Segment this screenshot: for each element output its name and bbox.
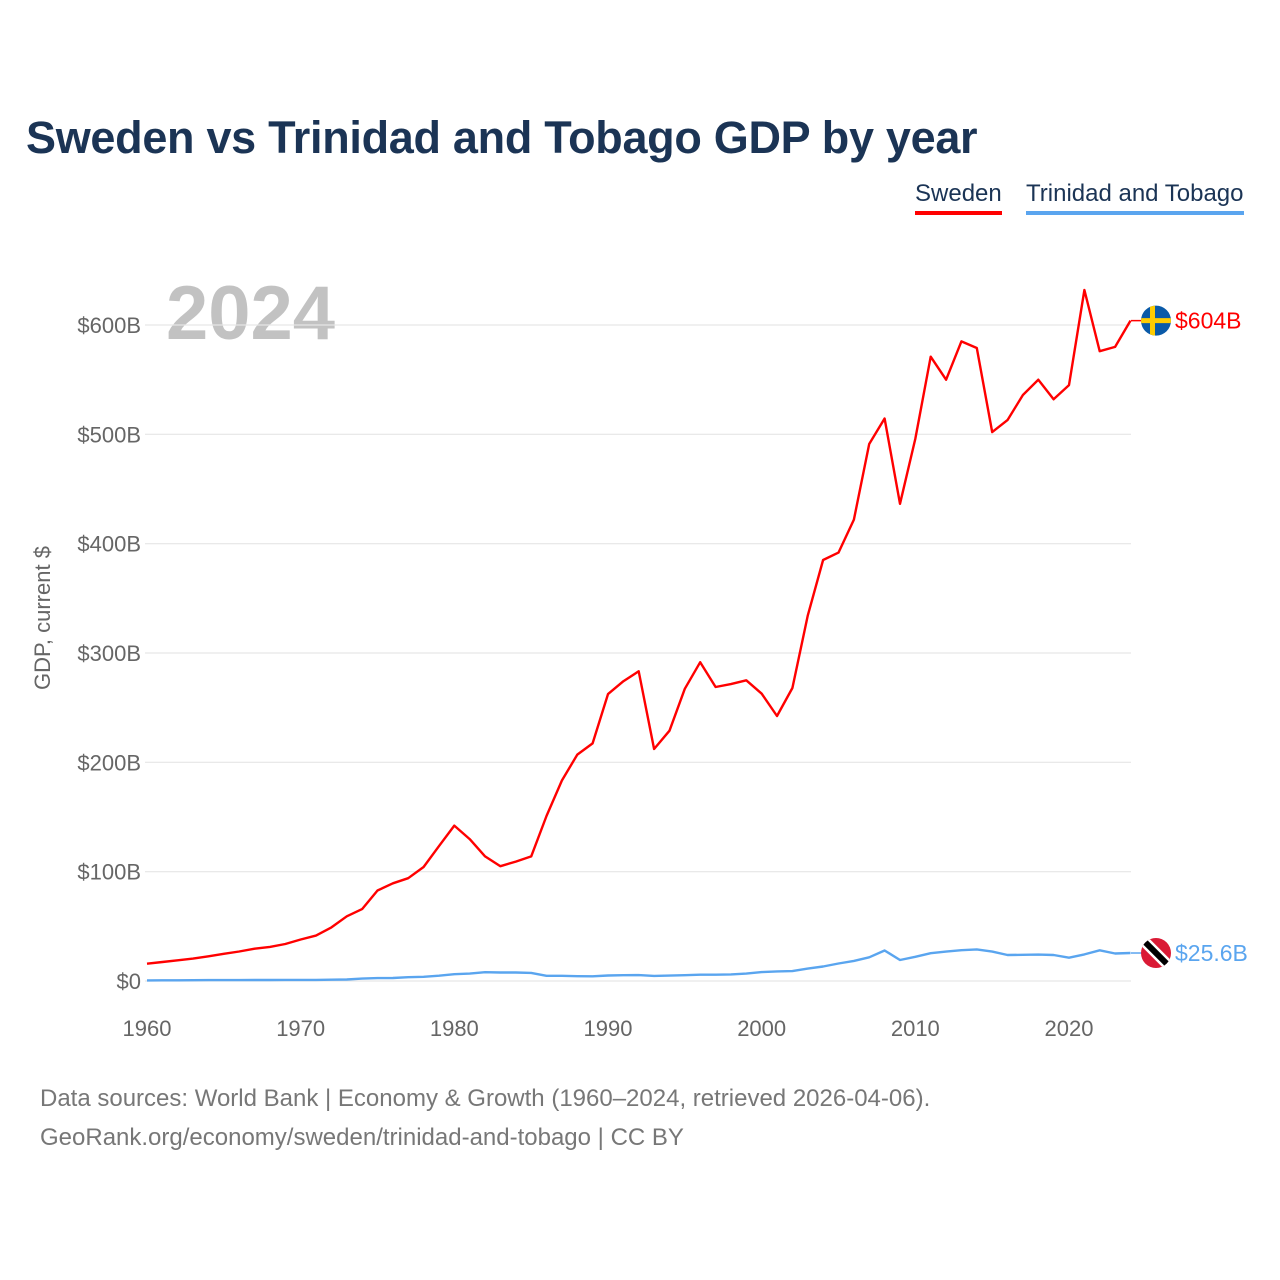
flag-cross-vertical [1150, 305, 1155, 336]
y-axis-label: GDP, current $ [30, 546, 55, 690]
current-year-label: 2024 [166, 271, 336, 356]
y-tick-label: $300B [77, 641, 141, 666]
end-value-label: $604B [1175, 308, 1242, 334]
flag-stripe-black [1141, 938, 1171, 969]
y-tick-label: $200B [77, 750, 141, 775]
flag-cross-horizontal [1141, 318, 1171, 324]
x-tick-label: 1970 [276, 1016, 325, 1041]
series-line-trinidad-and-tobago [146, 948, 1131, 982]
legend-item-trinidad-and-tobago[interactable]: Trinidad and Tobago [1026, 180, 1244, 215]
y-tick-label: $500B [77, 422, 141, 447]
y-tick-label: $400B [77, 532, 141, 557]
y-tick-label: $100B [77, 860, 141, 885]
y-tick-label: $600B [77, 313, 141, 338]
x-tick-label: 1960 [123, 1016, 172, 1041]
x-tick-label: 2000 [737, 1016, 786, 1041]
legend-item-sweden[interactable]: Sweden [915, 180, 1002, 215]
x-tick-label: 1980 [430, 1016, 479, 1041]
series-line-sweden [146, 288, 1132, 965]
end-value-label: $25.6B [1175, 940, 1248, 966]
x-tick-label: 2020 [1045, 1016, 1094, 1041]
x-tick-label: 2010 [891, 1016, 940, 1041]
data-source-text: Data sources: World Bank | Economy & Gro… [40, 1085, 931, 1112]
y-tick-label: $0 [117, 969, 141, 994]
chart-title: Sweden vs Trinidad and Tobago GDP by yea… [26, 112, 978, 163]
attribution-text: GeoRank.org/economy/sweden/trinidad-and-… [40, 1124, 684, 1151]
x-tick-label: 1990 [584, 1016, 633, 1041]
